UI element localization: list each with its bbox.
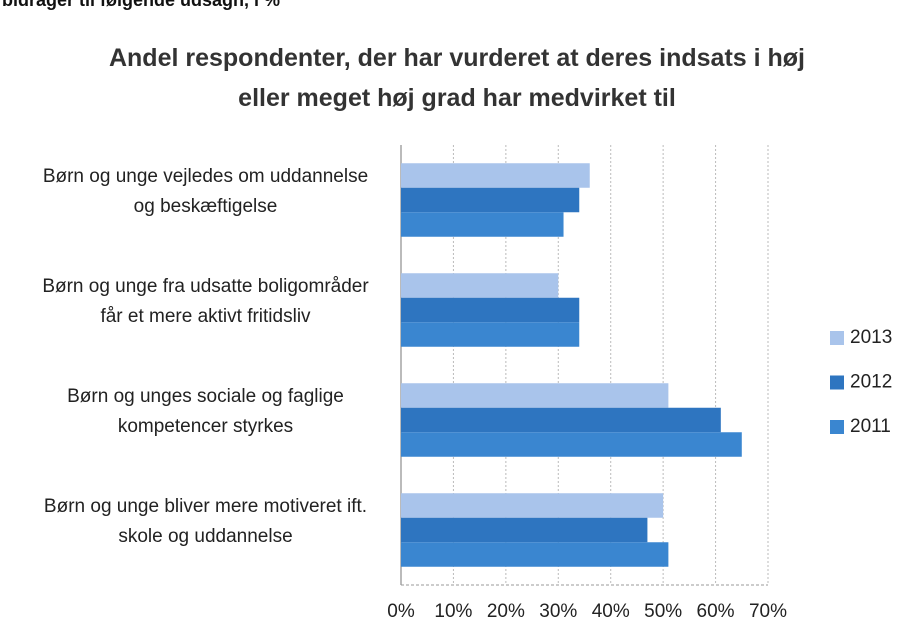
bar: [401, 383, 669, 408]
legend-swatch: [830, 420, 844, 434]
bar: [401, 407, 721, 433]
x-tick-label: 40%: [592, 601, 630, 622]
bar: [401, 322, 580, 347]
bar: [401, 542, 669, 567]
bar: [401, 273, 559, 298]
y-tick-label: Børn og unge fra udsatte boligområder få…: [42, 276, 369, 327]
bar: [401, 187, 580, 213]
x-tick-label: 0%: [387, 601, 415, 622]
legend-label: 2011: [850, 416, 891, 437]
bar: [401, 432, 742, 457]
bar: [401, 517, 648, 543]
chart-title: Andel respondenter, der har vurderet at …: [108, 44, 806, 112]
x-tick-label: 50%: [644, 601, 682, 622]
x-tick-label: 60%: [697, 601, 735, 622]
legend-label: 2012: [850, 372, 892, 393]
subtitle: bidrager til følgende udsagn, i %: [2, 0, 281, 10]
legend-swatch: [830, 331, 844, 345]
bar: [401, 212, 564, 237]
legend-label: 2013: [850, 327, 892, 348]
x-tick-label: 10%: [434, 601, 472, 622]
y-tick-label: Børn og unge bliver mere motiveret ift. …: [43, 496, 368, 547]
x-tick-label: 30%: [539, 601, 577, 622]
legend-swatch: [830, 375, 844, 390]
bar: [401, 163, 590, 188]
x-tick-label: 20%: [487, 601, 525, 622]
y-tick-label: Børn og unges sociale og faglige kompete…: [67, 386, 344, 437]
x-tick-label: 70%: [749, 601, 787, 622]
bar: [401, 493, 664, 518]
bar: [401, 297, 580, 323]
y-tick-label: Børn og unge vejledes om uddannelse og b…: [42, 166, 369, 217]
